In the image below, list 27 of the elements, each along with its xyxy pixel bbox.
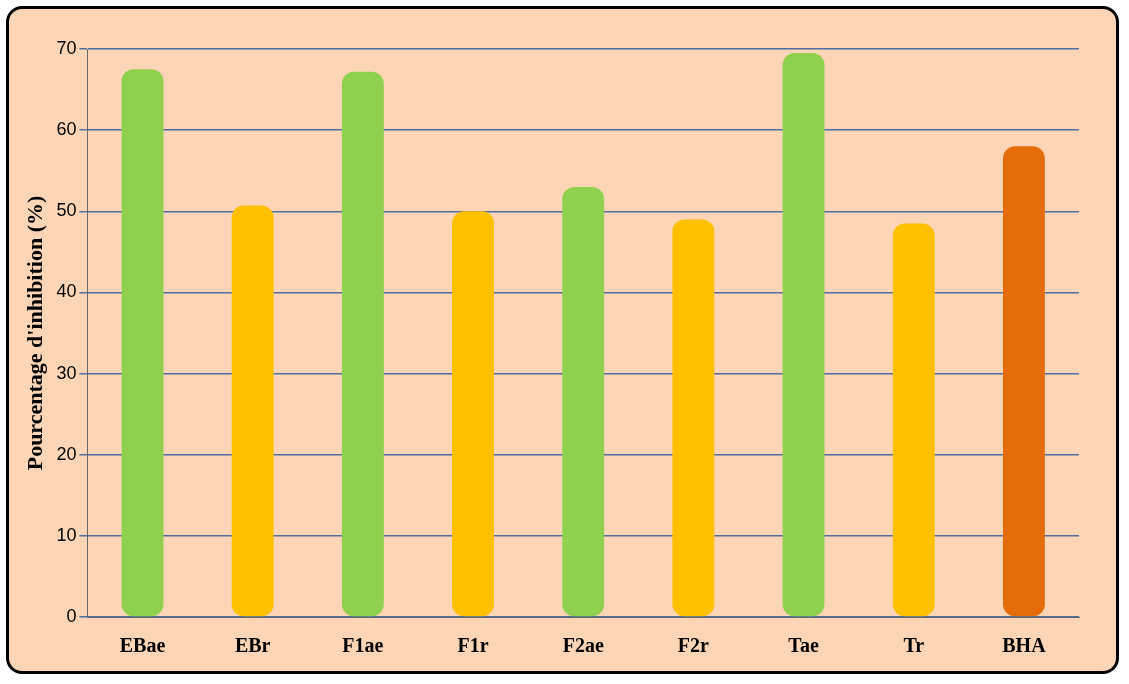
x-tick-label: Tr — [903, 634, 925, 657]
bar — [452, 211, 494, 617]
y-tick-label: 50 — [56, 200, 77, 221]
x-tick-label: F1r — [457, 634, 489, 657]
bar — [121, 69, 164, 617]
y-tick-label: 40 — [56, 281, 77, 302]
bar — [672, 219, 715, 617]
y-tick-label: 0 — [66, 605, 77, 626]
bar — [782, 53, 825, 617]
bar — [562, 186, 605, 617]
y-axis-title: Pourcentage d'inhibition (%) — [21, 195, 47, 471]
y-tick-label: 30 — [56, 362, 77, 383]
bar — [341, 71, 384, 617]
x-tick-label: F2ae — [562, 634, 604, 657]
bar — [892, 223, 935, 617]
bar — [231, 205, 274, 617]
y-tick-label: 60 — [56, 119, 77, 140]
y-tick-label: 70 — [56, 37, 77, 58]
y-tick-label: 20 — [56, 443, 77, 464]
x-tick-label: F2r — [677, 634, 710, 657]
x-tick-label: EBr — [234, 634, 271, 657]
x-tick-label: F1ae — [342, 634, 384, 657]
x-tick-label: Tae — [788, 634, 819, 657]
y-tick-label: 10 — [56, 524, 77, 545]
bar — [1002, 146, 1045, 617]
x-tick-label: EBae — [119, 634, 166, 657]
x-tick-label: BHA — [1002, 634, 1047, 657]
